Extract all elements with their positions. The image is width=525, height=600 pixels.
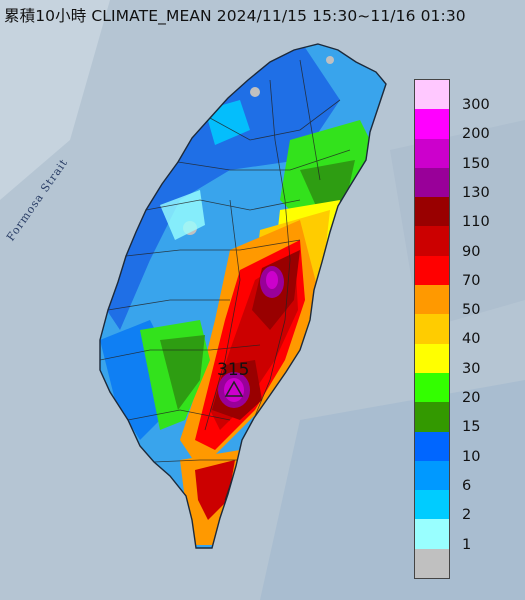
legend-swatch: [415, 548, 449, 579]
legend-label: 300: [462, 97, 490, 113]
legend-swatch: [415, 197, 449, 227]
legend-swatch: [415, 167, 449, 198]
color-legend: [414, 79, 450, 580]
legend-swatch: [415, 138, 449, 168]
legend-swatch: [415, 431, 449, 461]
map-title: 累積10小時 CLIMATE_MEAN 2024/11/15 15:30~11/…: [4, 7, 466, 25]
legend-swatch: [415, 285, 449, 315]
legend-swatch: [415, 490, 449, 520]
legend-label: 10: [462, 448, 481, 465]
legend-swatch: [415, 343, 449, 373]
legend-label: 50: [462, 302, 481, 319]
sea-shading: [260, 380, 525, 600]
sea-shading: [0, 0, 110, 200]
legend-label: 70: [462, 272, 481, 289]
legend-swatch: [415, 519, 449, 549]
legend-swatch: [415, 109, 449, 139]
legend-label: 200: [462, 126, 490, 143]
legend-label: 90: [462, 243, 481, 260]
legend-label: 30: [462, 360, 481, 377]
legend-swatch: [415, 255, 449, 286]
legend-label: 6: [462, 477, 472, 494]
legend-label: 150: [462, 155, 490, 172]
legend-label: 2: [462, 507, 472, 524]
legend-label: 1: [462, 536, 472, 553]
legend-swatch: [415, 80, 449, 110]
legend-swatch: [415, 226, 449, 256]
legend-label: 20: [462, 390, 481, 406]
coastline: [99, 43, 387, 549]
legend-swatch: [415, 402, 449, 432]
legend-label: 130: [462, 184, 490, 201]
legend-swatch: [415, 314, 449, 344]
legend-label: 110: [462, 214, 490, 231]
legend-swatch: [415, 372, 449, 403]
legend-label: 15: [462, 419, 481, 436]
triangle-marker: [224, 380, 244, 397]
legend-swatch: [415, 460, 449, 491]
legend-label: 40: [462, 331, 481, 348]
peak-value-label: 315: [217, 360, 250, 380]
